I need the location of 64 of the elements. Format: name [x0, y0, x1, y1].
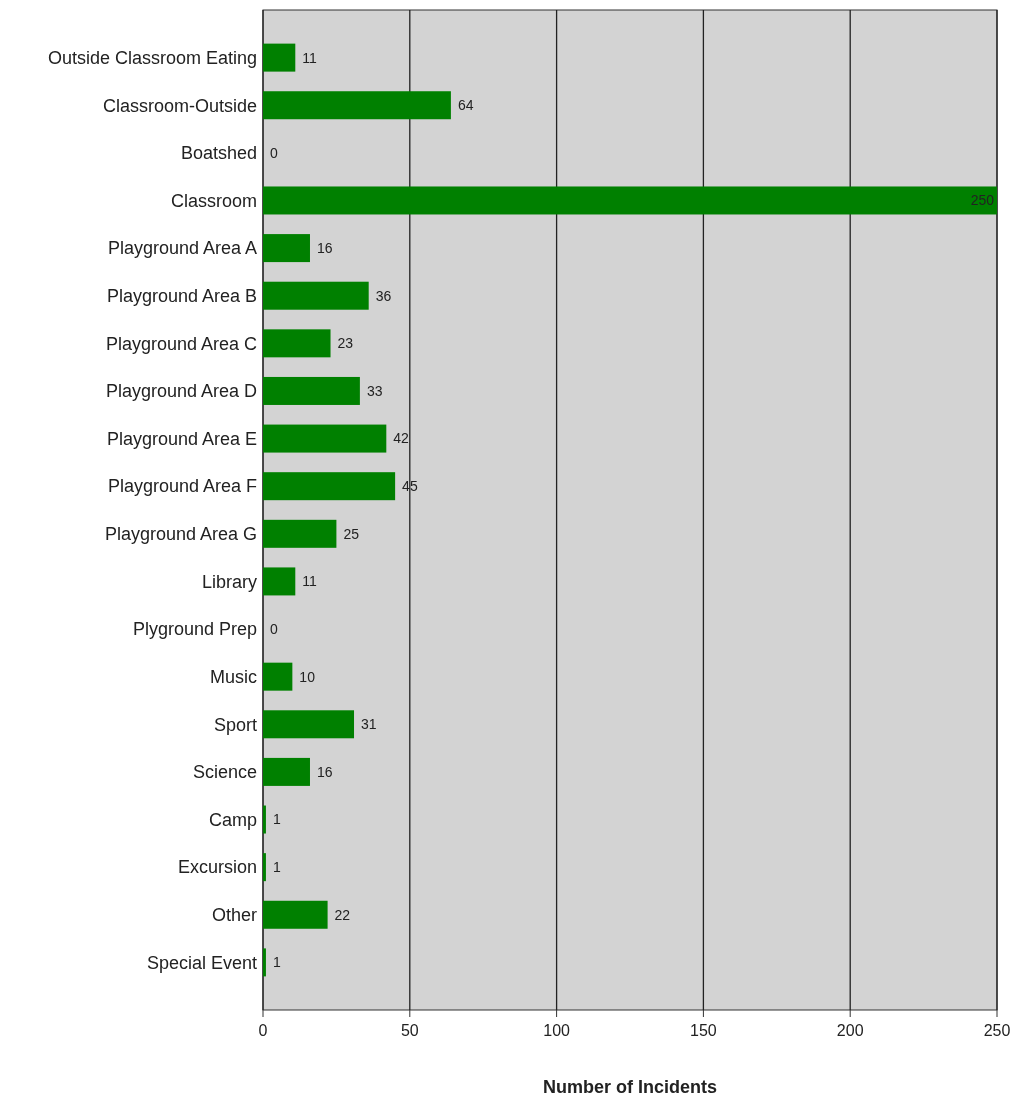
bar [263, 948, 266, 977]
data-label: 0 [270, 620, 278, 637]
y-tick-label: Camp [208, 809, 257, 830]
bar [263, 662, 293, 691]
bar [263, 234, 310, 263]
data-label: 23 [337, 335, 354, 352]
bar [263, 519, 337, 548]
bar [263, 757, 310, 786]
y-tick-label: Classroom-Outside [102, 95, 257, 116]
y-tick-label: Plyground Prep [132, 619, 257, 640]
data-label: 36 [375, 287, 392, 304]
y-tick-label: Playground Area A [107, 238, 257, 259]
data-label: 42 [393, 430, 410, 447]
data-label: 31 [361, 716, 377, 733]
data-label: 11 [302, 49, 318, 66]
y-tick-label: Library [201, 571, 257, 592]
bar [263, 281, 369, 310]
data-label: 1 [272, 859, 281, 876]
data-label: 0 [270, 144, 278, 161]
y-tick-label: Other [211, 905, 257, 926]
data-label: 1 [272, 811, 281, 828]
y-tick-label: Playground Area D [105, 381, 257, 402]
y-tick-label: Music [209, 666, 257, 687]
bar [263, 710, 355, 739]
data-label: 1 [272, 954, 281, 971]
bar [263, 43, 296, 72]
bar [263, 567, 296, 596]
y-tick-label: Sport [213, 714, 257, 735]
data-label: 16 [316, 763, 333, 780]
data-label: 22 [334, 906, 351, 923]
y-tick-label: Playground Area C [105, 333, 257, 354]
data-label: 11 [302, 573, 318, 590]
y-tick-label: Playground Area B [106, 286, 257, 307]
y-tick-label: Excursion [177, 857, 257, 878]
bar [263, 329, 331, 358]
bar [263, 472, 396, 501]
data-label: 33 [366, 382, 383, 399]
bar [263, 186, 997, 215]
bar [263, 805, 266, 834]
y-tick-label: Playground Area F [107, 476, 257, 497]
bar [263, 91, 451, 120]
y-tick-label: Boatshed [180, 143, 257, 164]
x-tick-label: 150 [690, 1022, 717, 1039]
data-label: 16 [316, 240, 333, 256]
y-tick-label: Playground Area E [106, 428, 257, 449]
x-tick-label: 250 [983, 1022, 1011, 1039]
bar [263, 900, 328, 929]
x-tick-label: 50 [400, 1022, 419, 1039]
bar [263, 853, 266, 882]
y-tick-label: Outside Classroom Eating [47, 47, 257, 68]
y-tick-label: Special Event [146, 952, 257, 973]
bar [263, 424, 387, 453]
bar [263, 376, 360, 405]
y-tick-label: Playground Area G [104, 524, 257, 545]
y-tick-label: Classroom [170, 190, 257, 211]
data-label: 64 [457, 97, 474, 114]
x-tick-label: 100 [543, 1022, 571, 1039]
data-label: 250 [970, 192, 995, 209]
x-axis-title: Number of Incidents [542, 1077, 718, 1097]
y-tick-label: Science [192, 762, 257, 783]
data-label: 25 [343, 525, 360, 542]
x-tick-label: 0 [258, 1022, 268, 1039]
x-tick-label: 200 [836, 1022, 864, 1039]
data-label: 10 [299, 668, 316, 685]
